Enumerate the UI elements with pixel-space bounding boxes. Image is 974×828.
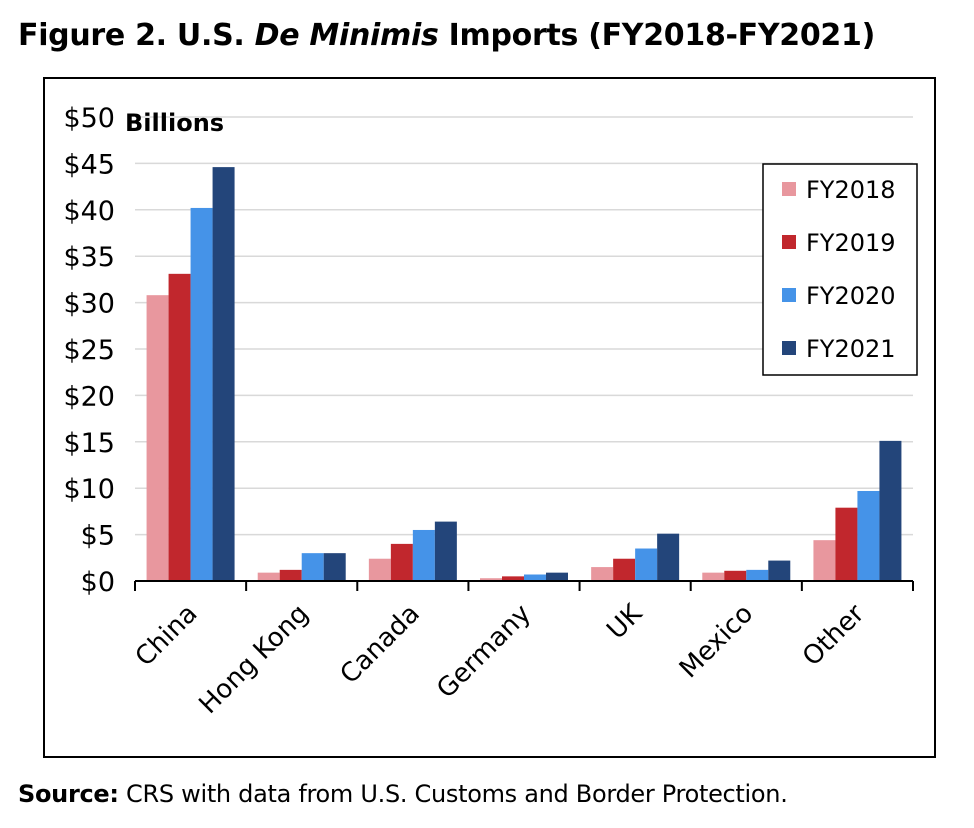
bar <box>502 576 524 581</box>
x-tick-label: Mexico <box>674 599 759 684</box>
bar <box>301 553 324 581</box>
x-tick-label: China <box>130 599 204 673</box>
y-tick-label: $5 <box>81 521 115 552</box>
bar <box>879 440 902 581</box>
x-tick-label: Canada <box>335 599 426 690</box>
bar <box>212 167 235 581</box>
bar <box>857 490 880 581</box>
bars <box>146 167 902 581</box>
bar <box>746 569 769 581</box>
bar <box>813 540 836 581</box>
figure-title: Figure 2. U.S. De Minimis Imports (FY201… <box>18 18 875 53</box>
bar <box>412 529 435 581</box>
x-tick-label: Hong Kong <box>193 599 314 720</box>
bar <box>168 273 191 581</box>
legend-items: FY2018 FY2019 FY2020 FY2021 <box>782 176 896 363</box>
bar <box>257 572 280 581</box>
bar <box>702 572 725 581</box>
bar <box>480 578 502 581</box>
bar <box>368 558 391 581</box>
x-tick-label: Germany <box>431 599 537 705</box>
bar <box>524 574 546 581</box>
legend-swatch <box>782 341 796 355</box>
x-tick-label: Other <box>797 599 871 673</box>
bar <box>835 507 858 581</box>
bar <box>546 572 568 581</box>
y-axis-tick-labels: $0 $5 $10 $15 $20 $25 $30 $35 $40 $45 $50 <box>63 103 115 598</box>
bar <box>146 295 169 581</box>
source-label: Source: <box>18 780 119 808</box>
bar <box>724 570 747 581</box>
x-axis <box>134 580 914 591</box>
y-tick-label: $30 <box>63 289 115 320</box>
unit-label: Billions <box>125 109 224 137</box>
bar <box>591 567 614 581</box>
bar <box>657 533 680 581</box>
y-tick-label: $15 <box>63 428 115 459</box>
y-tick-label: $45 <box>63 149 115 180</box>
chart-frame: $0 $5 $10 $15 $20 $25 $30 $35 $40 $45 $50 Billions… <box>43 77 936 758</box>
y-tick-label: $50 <box>63 103 115 134</box>
figure-title-italic: De Minimis <box>254 18 439 53</box>
y-tick-label: $35 <box>63 242 115 273</box>
bar <box>434 521 457 581</box>
legend-label: FY2020 <box>806 282 896 310</box>
legend-box <box>762 163 918 376</box>
y-tick-label: $10 <box>63 474 115 505</box>
gridlines <box>135 116 913 536</box>
x-tick-label: UK <box>601 598 648 645</box>
legend-label: FY2021 <box>806 335 896 363</box>
y-tick-label: $40 <box>63 196 115 227</box>
bar <box>323 553 346 581</box>
bar <box>613 558 636 581</box>
legend-swatch <box>782 235 796 249</box>
bar <box>635 548 658 581</box>
figure-source: Source: CRS with data from U.S. Customs … <box>18 780 788 808</box>
legend-label: FY2019 <box>806 229 896 257</box>
y-tick-label: $25 <box>63 335 115 366</box>
bar-chart: $0 $5 $10 $15 $20 $25 $30 $35 $40 $45 $50 Billions… <box>63 103 918 720</box>
source-text: CRS with data from U.S. Customs and Bord… <box>118 780 788 808</box>
y-tick-label: $20 <box>63 381 115 412</box>
bar <box>768 560 791 581</box>
legend-swatch <box>782 288 796 302</box>
legend-swatch <box>782 182 796 196</box>
bar <box>190 207 213 581</box>
bar <box>390 543 413 581</box>
legend: FY2018 FY2019 FY2020 FY2021 <box>762 163 918 376</box>
bar <box>279 569 302 581</box>
y-tick-label: $0 <box>81 567 115 598</box>
legend-label: FY2018 <box>806 176 896 204</box>
